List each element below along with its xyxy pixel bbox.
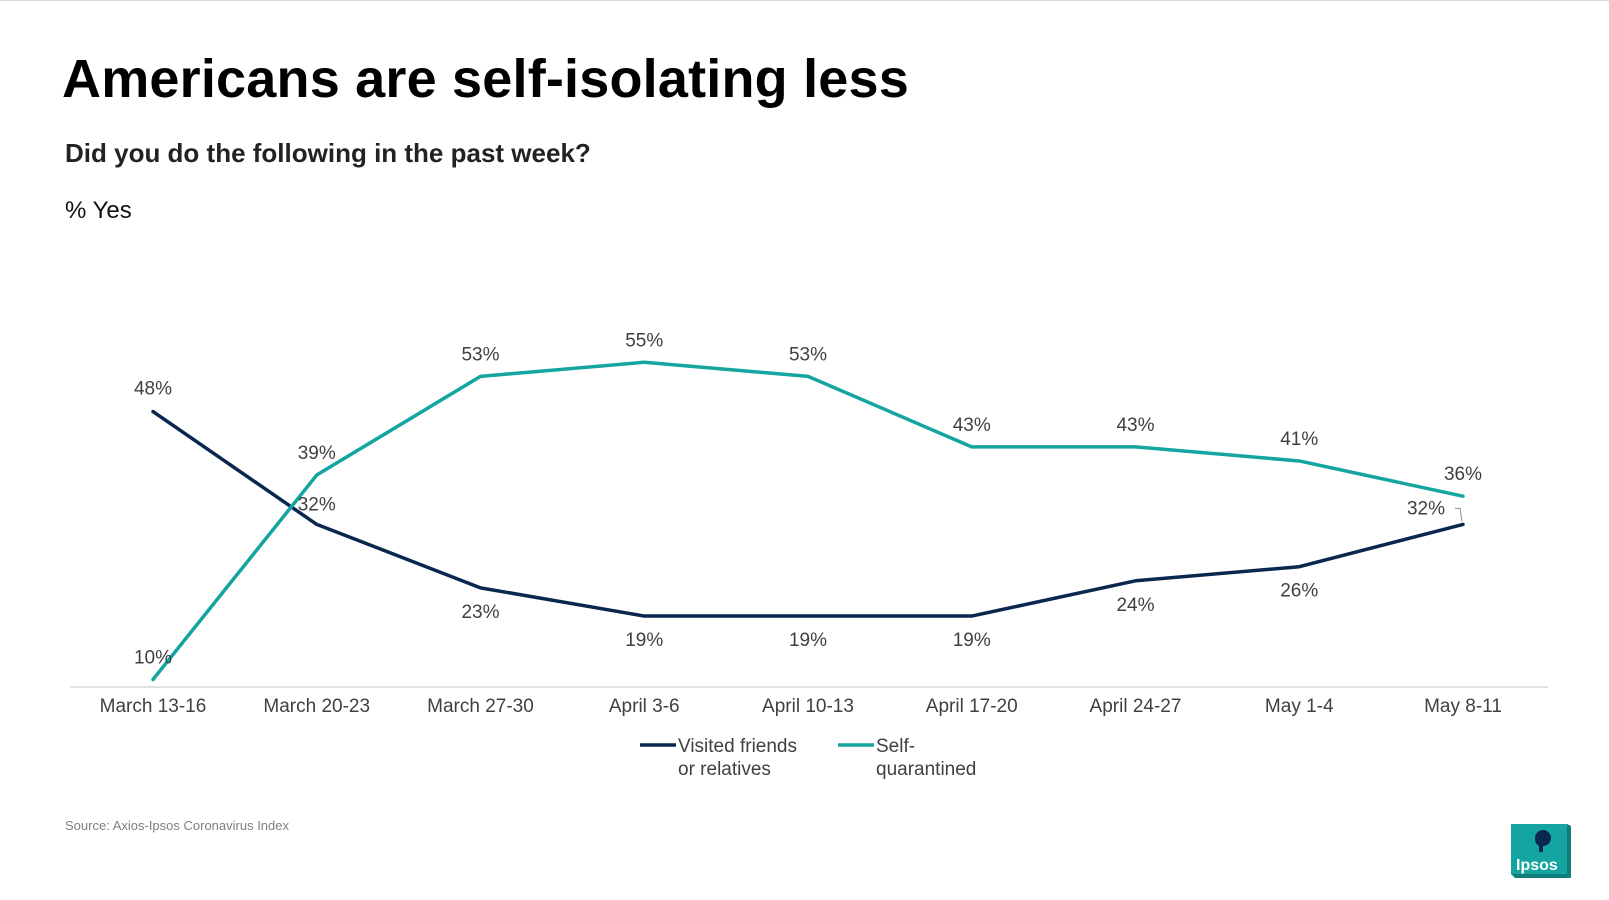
unit-label: % Yes [65, 197, 132, 224]
x-tick-label: April 3-6 [609, 696, 680, 717]
label-leader-line [1455, 507, 1463, 522]
source-note: Source: Axios-Ipsos Coronavirus Index [65, 818, 289, 833]
x-tick-label: April 24-27 [1090, 696, 1182, 717]
data-label: 36% [1444, 464, 1482, 485]
legend-label: quarantined [876, 759, 976, 780]
page-title: Americans are self-isolating less [62, 49, 909, 109]
series-line-visited-friends [151, 409, 1465, 618]
legend-label: Visited friends [678, 736, 797, 757]
chart-subtitle: Did you do the following in the past wee… [65, 138, 591, 168]
data-label: 26% [1280, 581, 1318, 602]
data-label: 32% [298, 494, 336, 515]
data-label: 10% [134, 648, 172, 669]
data-label: 39% [298, 443, 336, 464]
data-label: 48% [134, 379, 172, 400]
data-label: 24% [1116, 595, 1154, 616]
x-tick-label: March 20-23 [263, 696, 370, 717]
legend-label: or relatives [678, 759, 771, 780]
x-tick-label: May 8-11 [1424, 696, 1502, 717]
data-label: 23% [461, 602, 499, 623]
data-label: 53% [789, 344, 827, 365]
data-label: 41% [1280, 429, 1318, 450]
data-label: 19% [789, 630, 827, 651]
data-label: 43% [1116, 415, 1154, 436]
legend-label: Self- [876, 736, 915, 757]
series-line-self-quarantined [151, 360, 1465, 682]
data-label: 53% [461, 344, 499, 365]
line-chart: March 13-16 March 20-23 March 27-30 April 3… [70, 330, 1548, 780]
data-label: 43% [953, 415, 991, 436]
data-label: 55% [625, 330, 663, 351]
top-rule [0, 0, 1609, 1]
x-tick-label: April 17-20 [926, 696, 1018, 717]
data-label: 19% [625, 630, 663, 651]
data-label: 32% [1407, 498, 1445, 519]
x-tick-label: May 1-4 [1265, 696, 1334, 717]
x-tick-label: March 13-16 [100, 696, 207, 717]
data-label: 19% [953, 630, 991, 651]
x-tick-label: April 10-13 [762, 696, 854, 717]
ipsos-logo: Ipsos [1511, 824, 1571, 885]
x-tick-label: March 27-30 [427, 696, 534, 717]
svg-text:Ipsos: Ipsos [1516, 857, 1558, 874]
